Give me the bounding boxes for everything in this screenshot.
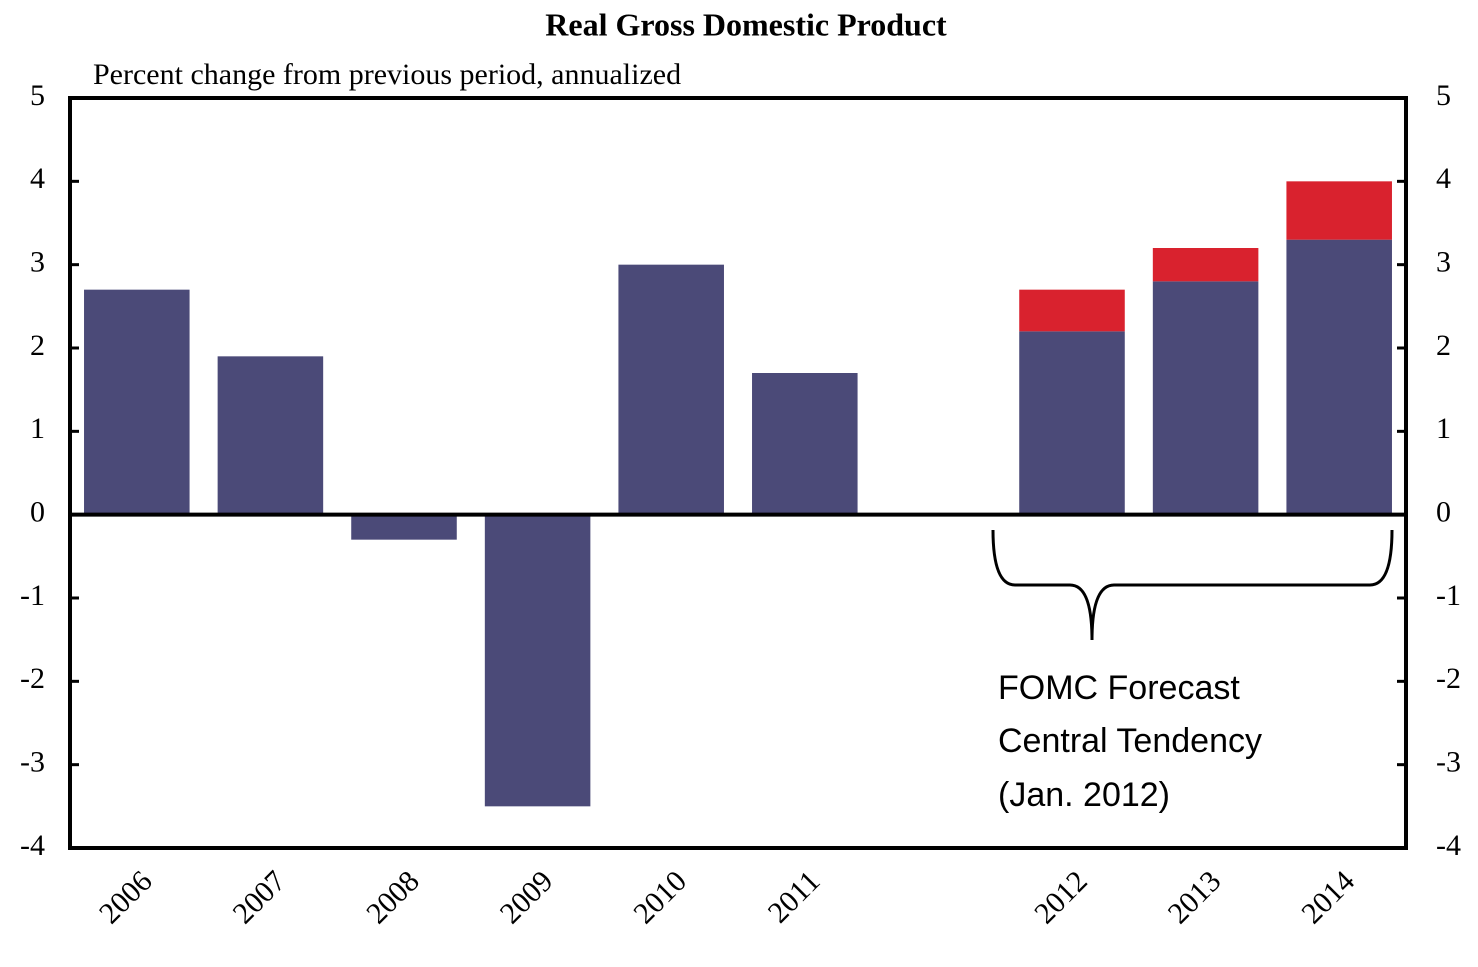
bar <box>1019 289 1125 332</box>
bar <box>752 373 858 515</box>
y-tick-label: -3 <box>20 746 45 779</box>
bar <box>84 289 190 515</box>
bar <box>351 514 457 540</box>
bar <box>1152 281 1259 515</box>
x-tick-label: 2006 <box>93 864 159 930</box>
x-tick-label: 2008 <box>360 864 426 930</box>
annotation: (Jan. 2012) <box>998 776 1170 814</box>
y2-tick-label: 0 <box>1436 496 1451 529</box>
bar <box>484 514 591 807</box>
y2-tick-label: 4 <box>1436 162 1451 195</box>
x-tick-label: 2010 <box>627 864 693 930</box>
bar <box>618 264 724 515</box>
y2-tick-label: -1 <box>1436 579 1461 612</box>
x-tick-label: 2014 <box>1295 864 1361 930</box>
y2-tick-label: -2 <box>1436 662 1461 695</box>
y2-tick-label: 3 <box>1436 246 1451 279</box>
bar <box>217 356 324 515</box>
y2-tick-label: 2 <box>1436 329 1451 362</box>
y2-tick-label: 1 <box>1436 412 1451 445</box>
annotation: FOMC Forecast <box>998 669 1240 707</box>
forecast-brace <box>991 529 1394 641</box>
y2-tick-label: -4 <box>1436 829 1461 862</box>
x-tick-label: 2012 <box>1028 864 1094 930</box>
y-tick-label: -1 <box>20 579 45 612</box>
y-tick-label: 1 <box>30 412 45 445</box>
bar <box>1286 239 1392 515</box>
x-tick-label: 2007 <box>226 864 292 930</box>
chart-title: Real Gross Domestic Product <box>545 6 947 42</box>
y-tick-label: 5 <box>30 79 45 112</box>
y-tick-label: 0 <box>30 496 45 529</box>
y-tick-label: 3 <box>30 246 45 279</box>
x-tick-label: 2011 <box>762 864 827 929</box>
y-tick-label: -4 <box>20 829 45 862</box>
chart-subtitle: Percent change from previous period, ann… <box>93 58 681 91</box>
bar <box>1286 181 1392 240</box>
y2-tick-label: 5 <box>1436 79 1451 112</box>
annotation: Central Tendency <box>998 722 1262 760</box>
y-tick-label: 4 <box>30 162 45 195</box>
bar <box>1152 248 1259 282</box>
bar <box>1019 331 1125 515</box>
y2-tick-label: -3 <box>1436 746 1461 779</box>
x-tick-label: 2013 <box>1162 864 1228 930</box>
y-tick-label: -2 <box>20 662 45 695</box>
y-tick-label: 2 <box>30 329 45 362</box>
x-tick-label: 2009 <box>494 864 560 930</box>
plot-frame <box>68 96 1408 850</box>
